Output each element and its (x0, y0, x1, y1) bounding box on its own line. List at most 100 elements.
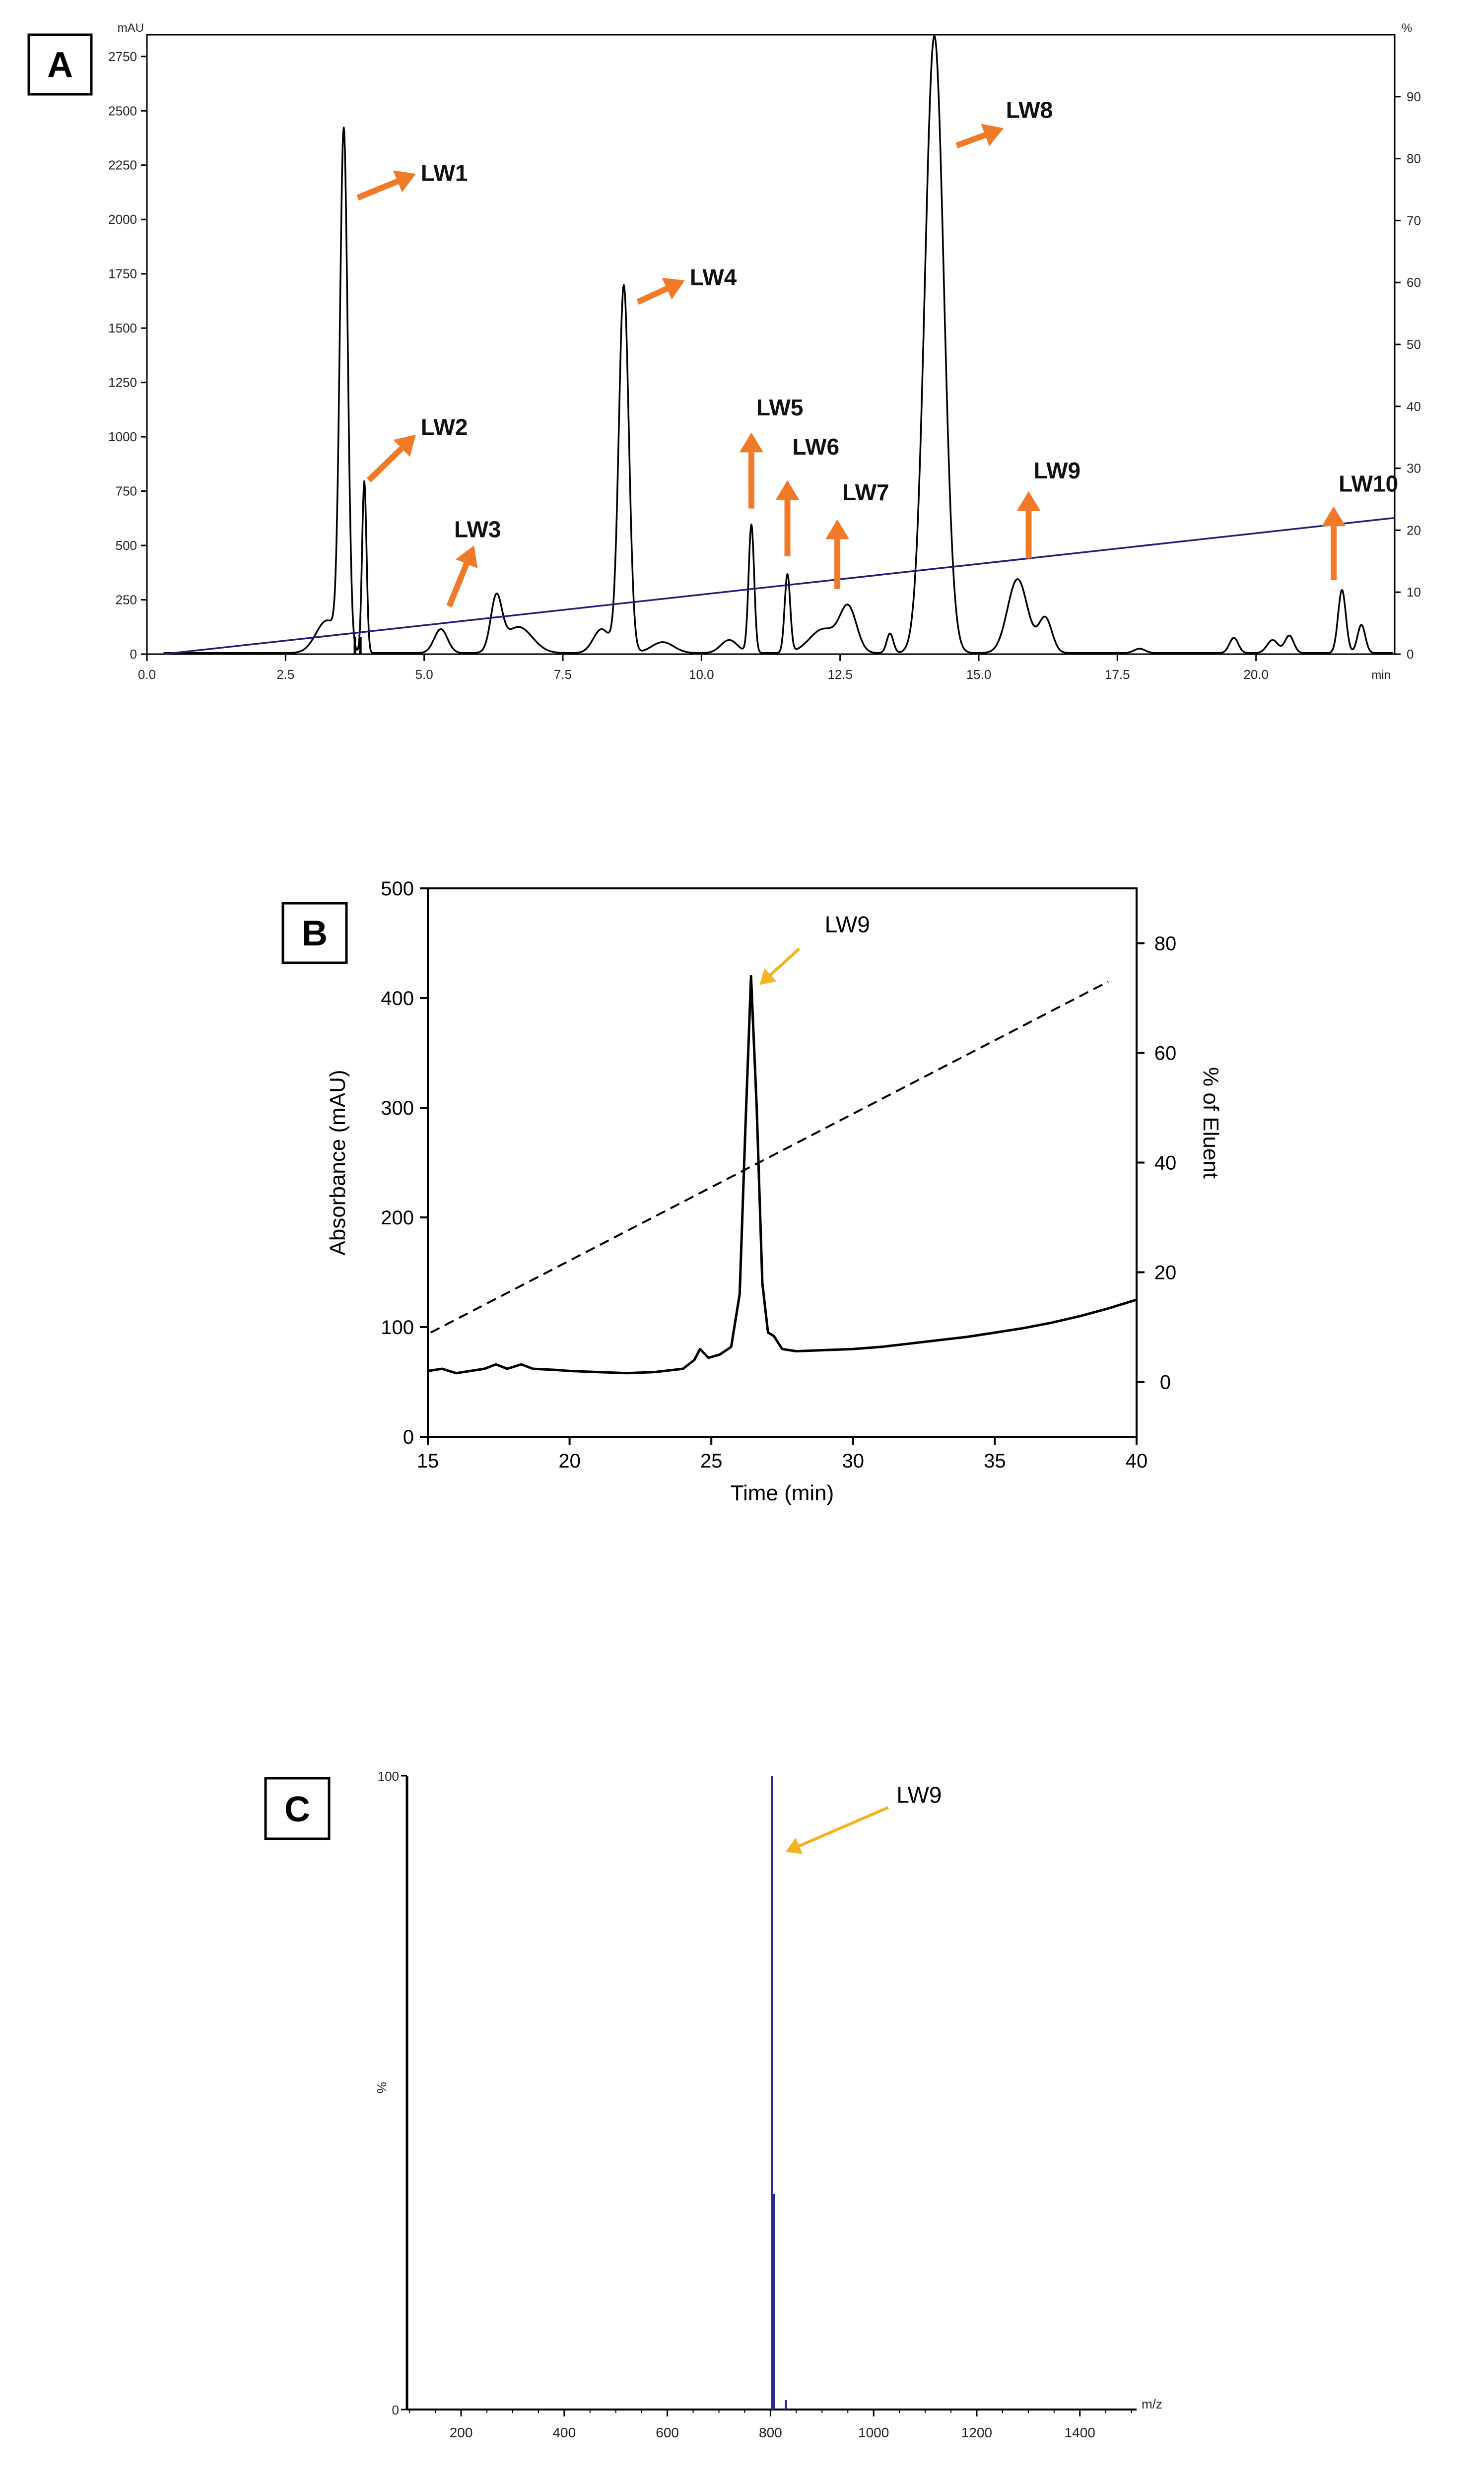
a-y2-tick-label: 70 (1407, 213, 1421, 228)
panel-b-label-box (281, 902, 348, 964)
b-x-tick-label: 30 (842, 1450, 865, 1472)
b-x-tick-label: 35 (984, 1450, 1006, 1472)
c-annotation-arrow-head (785, 1837, 803, 1854)
a-annotation-arrow-shaft (356, 178, 399, 201)
panel-a-chromatogram: A 0.0 2.5 5.0 7.5 10.0 12.5 15.0 17.5 20.0 0 250 50… (27, 21, 1421, 682)
c-x-tick-label: 200 (450, 2425, 473, 2440)
a-y2-tick-label: 0 (1407, 647, 1414, 662)
a-annotation-label: LW10 (1339, 470, 1398, 496)
c-x-tick-label: 1400 (1065, 2425, 1095, 2440)
a-y-tick-label: 1500 (108, 321, 137, 335)
panel-c-label-box (264, 1777, 331, 1840)
a-annotation-label: LW8 (1006, 97, 1053, 123)
b-y2-tick-label: 40 (1154, 1152, 1177, 1174)
a-absorbance-trace (163, 35, 1394, 654)
c-annotation-arrow-shaft (799, 1806, 889, 1848)
b-x-tick-label: 25 (700, 1450, 723, 1472)
a-y2-tick-label: 30 (1407, 461, 1421, 476)
b-x-tick-label: 20 (558, 1450, 581, 1472)
a-x-tick-label: 0.0 (138, 667, 156, 682)
a-y2-tick-label: 40 (1407, 399, 1421, 414)
c-x-axis-title: m/z (1142, 2397, 1162, 2411)
c-y-tick-label: 0 (392, 2403, 399, 2417)
a-annotation-label: LW3 (454, 516, 501, 542)
a-y2-axis-title: % (1402, 21, 1412, 35)
a-annotation-arrow-head (393, 434, 416, 457)
a-y-tick-label: 2000 (108, 212, 137, 227)
a-x-tick-label: 15.0 (966, 667, 992, 682)
b-y2-tick-label: 20 (1154, 1262, 1177, 1284)
a-annotation-arrow-shaft (366, 446, 404, 482)
b-y2-tick-label: 80 (1154, 933, 1177, 955)
panel-b-chromatogram: B 15 20 25 30 35 400100200300400500020406080T… (281, 878, 1223, 1505)
b-y-tick-label: 200 (381, 1207, 414, 1229)
b-y-axis-title: Absorbance (mAU) (326, 1070, 350, 1255)
a-plot-frame (146, 34, 1396, 655)
a-x-tick-label: 17.5 (1105, 667, 1130, 682)
a-y-axis-title: mAU (118, 21, 144, 35)
a-annotation-label: LW2 (421, 414, 468, 440)
a-y-tick-label: 250 (116, 593, 137, 607)
a-annotation-arrow-head (662, 277, 685, 300)
a-x-axis-title: min (1371, 669, 1391, 682)
a-annotation-label: LW6 (793, 434, 840, 460)
panel-a-label: A (47, 45, 73, 85)
a-x-tick-label: 7.5 (554, 667, 572, 682)
b-y-tick-label: 300 (381, 1097, 414, 1119)
a-y-tick-label: 2750 (108, 49, 137, 64)
b-y-tick-label: 500 (381, 878, 414, 900)
a-annotation-arrow-head (825, 519, 850, 539)
a-x-tick-label: 2.5 (276, 667, 294, 682)
c-x-tick-label: 1000 (858, 2425, 889, 2440)
a-y-tick-label: 1750 (108, 267, 137, 281)
b-y2-tick-label: 60 (1154, 1043, 1177, 1065)
b-x-tick-label: 40 (1126, 1450, 1148, 1472)
a-x-tick-label: 12.5 (827, 667, 853, 682)
a-y2-tick-label: 20 (1407, 523, 1421, 537)
c-x-tick-label: 800 (759, 2425, 782, 2440)
a-annotation-arrow-head (1322, 506, 1346, 527)
a-y-tick-label: 2250 (108, 158, 137, 173)
panel-b-label: B (302, 914, 328, 953)
b-absorbance-trace (427, 975, 1137, 1375)
b-y-tick-label: 100 (381, 1317, 414, 1339)
b-annotation-arrow-head (759, 968, 777, 985)
a-y2-tick-label: 80 (1407, 151, 1421, 166)
a-annotation-arrow-shaft (955, 132, 986, 148)
a-y2-tick-label: 90 (1407, 89, 1421, 104)
b-y-tick-label: 400 (381, 988, 414, 1009)
b-eluent-line (430, 981, 1109, 1334)
a-x-tick-label: 5.0 (415, 667, 433, 682)
a-annotation-arrow-head (981, 124, 1004, 146)
a-annotation-label: LW5 (756, 395, 804, 420)
b-x-tick-label: 15 (417, 1450, 439, 1472)
a-annotation-label: LW7 (842, 479, 889, 505)
b-annotation-arrow-shaft (769, 947, 801, 976)
b-plot-frame (427, 887, 1138, 1438)
b-annotation-label: LW9 (825, 911, 870, 937)
a-x-tick-label: 10.0 (689, 667, 714, 682)
a-y-tick-label: 2500 (108, 103, 137, 118)
c-x-tick-label: 400 (552, 2425, 576, 2440)
panel-c-label: C (284, 1790, 310, 1829)
a-annotation-arrow-head (775, 480, 800, 500)
a-y-tick-label: 0 (130, 647, 137, 662)
a-y-tick-label: 500 (116, 538, 137, 553)
c-x-tick-label: 1200 (961, 2425, 992, 2440)
b-x-axis-title: Time (min) (731, 1481, 834, 1505)
b-y-tick-label: 0 (403, 1426, 414, 1448)
a-annotation-arrow-head (455, 545, 478, 569)
c-x-tick-label: 600 (656, 2425, 679, 2440)
panel-a-label-box (27, 33, 93, 96)
c-annotation-label: LW9 (896, 1782, 942, 1808)
a-annotation-arrow-head (739, 432, 763, 453)
a-annotation-label: LW4 (690, 264, 737, 290)
a-y2-tick-label: 60 (1407, 275, 1421, 290)
a-y2-tick-label: 10 (1407, 585, 1421, 600)
b-y2-tick-label: 0 (1160, 1372, 1171, 1394)
a-y-tick-label: 1000 (108, 429, 137, 444)
a-annotation-arrow-head (1016, 491, 1041, 511)
a-gradient-line (163, 517, 1395, 655)
a-annotation-label: LW9 (1034, 458, 1081, 483)
